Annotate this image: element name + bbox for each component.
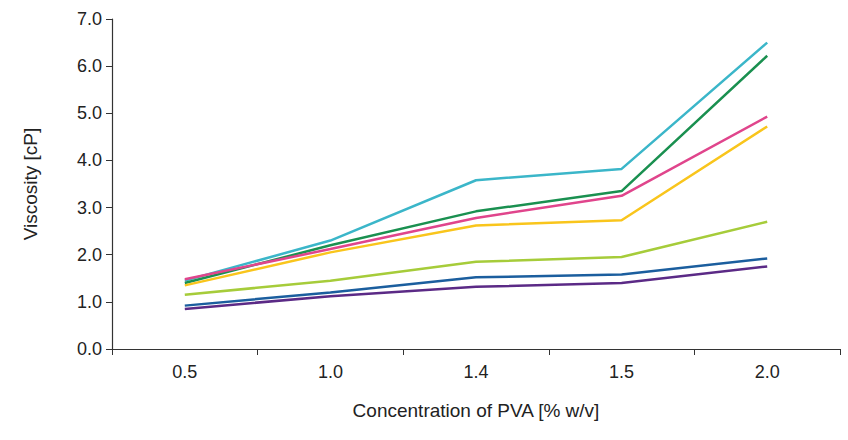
svg-text:1.5: 1.5 — [609, 362, 634, 382]
svg-text:6.0: 6.0 — [77, 56, 102, 76]
svg-text:4.0: 4.0 — [77, 150, 102, 170]
svg-text:7.0: 7.0 — [77, 9, 102, 29]
svg-text:0.5: 0.5 — [172, 362, 197, 382]
svg-text:1.0: 1.0 — [318, 362, 343, 382]
svg-text:2.0: 2.0 — [755, 362, 780, 382]
svg-text:2.0: 2.0 — [77, 245, 102, 265]
svg-text:0.0: 0.0 — [77, 339, 102, 359]
svg-text:3.0: 3.0 — [77, 198, 102, 218]
svg-text:Viscosity [cP]: Viscosity [cP] — [20, 128, 41, 241]
svg-text:1.0: 1.0 — [77, 292, 102, 312]
svg-text:5.0: 5.0 — [77, 103, 102, 123]
svg-text:Concentration of PVA [% w/v]: Concentration of PVA [% w/v] — [353, 400, 600, 421]
svg-text:1.4: 1.4 — [463, 362, 488, 382]
